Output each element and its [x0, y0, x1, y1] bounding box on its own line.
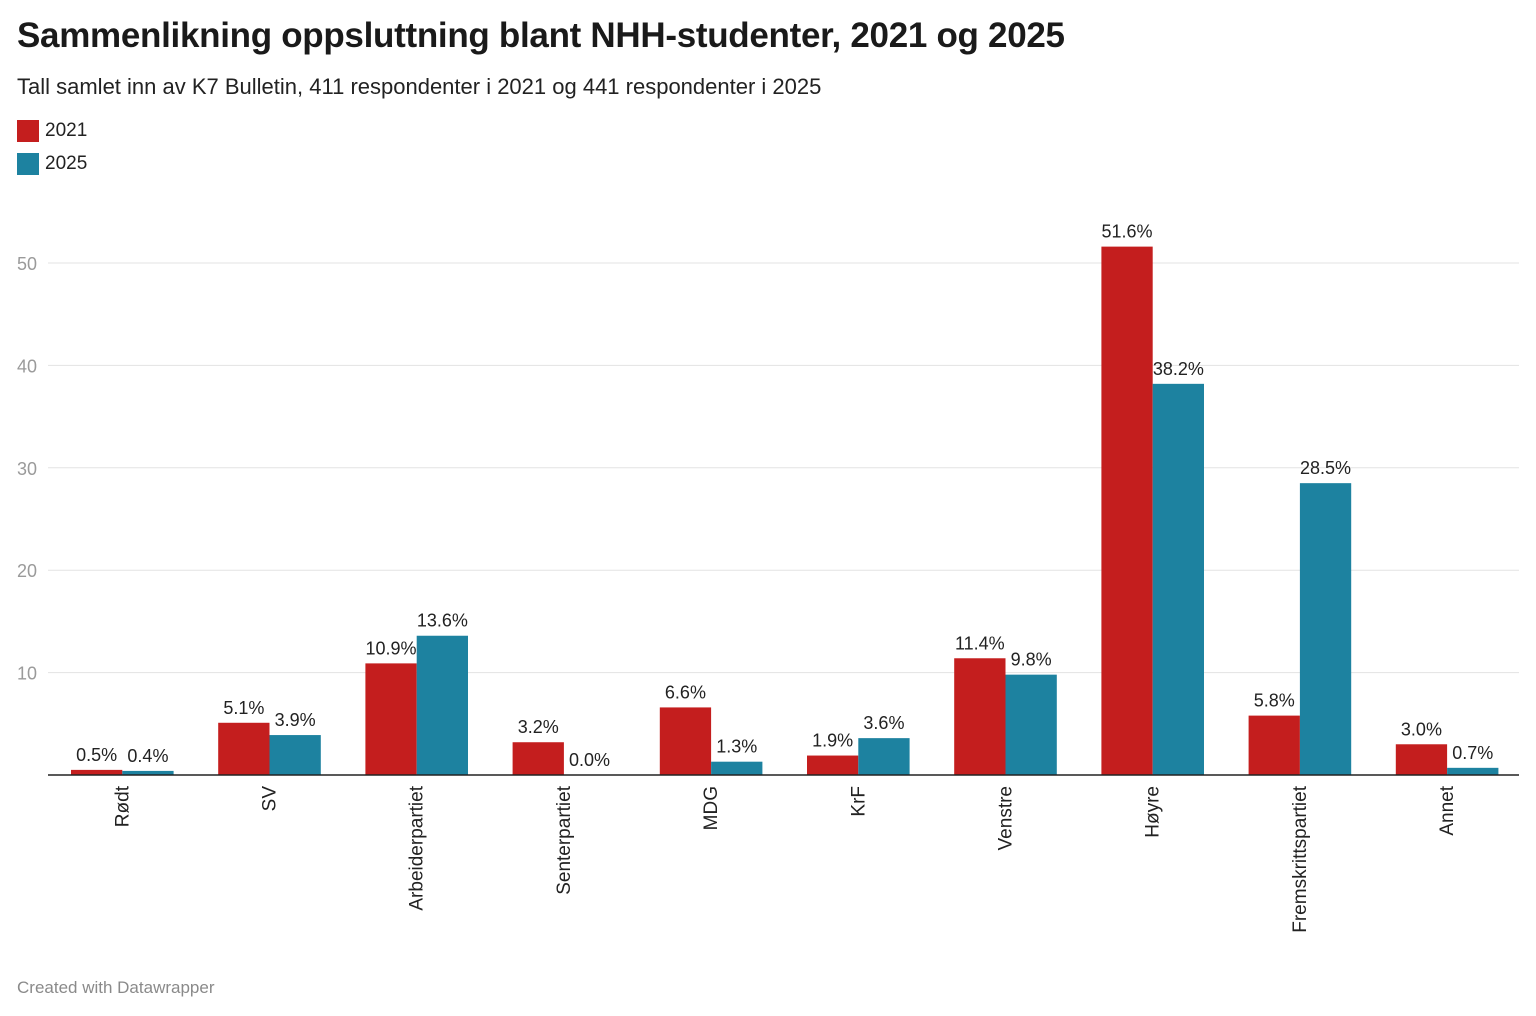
chart-subtitle: Tall samlet inn av K7 Bulletin, 411 resp…: [17, 74, 822, 99]
data-label: 28.5%: [1300, 458, 1351, 478]
bar-2021: [71, 769, 123, 775]
legend-swatch-2025: [17, 153, 39, 175]
legend-label-2021: 2021: [45, 120, 88, 141]
data-label: 13.6%: [417, 611, 468, 631]
data-label: 9.8%: [1011, 650, 1052, 670]
y-tick-label: 30: [17, 459, 37, 479]
x-tick-label: Venstre: [996, 786, 1017, 850]
bar-2021: [365, 663, 417, 775]
legend: 2021 2025: [17, 119, 87, 185]
data-label: 5.8%: [1254, 691, 1295, 711]
bar-2021: [218, 722, 270, 775]
bar-2025: [122, 770, 174, 775]
x-tick-label: MDG: [701, 786, 722, 830]
bar-2025: [711, 761, 763, 775]
bar-2021: [807, 755, 859, 775]
data-label: 1.3%: [716, 737, 757, 757]
bar-2021: [1101, 246, 1153, 776]
legend-swatch-2021: [17, 120, 39, 142]
data-label: 6.6%: [665, 682, 706, 702]
chart-title: Sammenlikning oppsluttning blant NHH-stu…: [17, 16, 1065, 55]
bar-2025: [1447, 767, 1499, 775]
y-tick-label: 40: [17, 356, 37, 376]
data-label: 11.4%: [955, 633, 1005, 653]
x-tick-label: Annet: [1437, 785, 1458, 835]
bar-2025: [269, 735, 321, 775]
data-label: 5.1%: [223, 698, 264, 718]
bar-2025: [416, 635, 468, 775]
bar-2025: [1152, 383, 1204, 775]
bar-2021: [954, 658, 1006, 775]
bar-2025: [858, 738, 910, 775]
data-label: 3.2%: [518, 717, 559, 737]
data-label: 0.5%: [76, 745, 117, 765]
legend-item-2021: 2021: [17, 119, 87, 143]
bar-2021: [1395, 744, 1448, 775]
bar-2021: [512, 742, 564, 775]
footer-credit: Created with Datawrapper: [17, 978, 215, 997]
data-label: 10.9%: [366, 638, 417, 658]
data-label: 51.6%: [1102, 222, 1153, 242]
data-label: 0.7%: [1452, 743, 1493, 763]
data-label: 0.0%: [569, 750, 610, 770]
x-tick-label: Arbeiderpartiet: [407, 785, 428, 910]
data-label: 0.4%: [127, 746, 168, 766]
x-tick-label: Høyre: [1143, 786, 1164, 838]
data-label: 3.9%: [275, 710, 316, 730]
data-label: 3.6%: [863, 713, 904, 733]
x-tick-label: KrF: [848, 786, 869, 817]
x-tick-label: Fremskrittspartiet: [1290, 785, 1311, 932]
data-label: 3.0%: [1401, 719, 1442, 739]
x-tick-label: SV: [260, 786, 281, 812]
bar-2021: [659, 707, 712, 775]
legend-item-2025: 2025: [17, 152, 87, 176]
bar-2025: [1005, 674, 1057, 775]
bar-2021: [1248, 715, 1300, 775]
y-tick-label: 20: [17, 561, 37, 581]
bar-2025: [1299, 483, 1352, 775]
data-label: 38.2%: [1153, 359, 1204, 379]
data-label: 1.9%: [812, 731, 853, 751]
y-tick-label: 50: [17, 254, 37, 274]
x-tick-label: Rødt: [112, 785, 133, 827]
legend-label-2025: 2025: [45, 153, 88, 174]
x-tick-label: Senterpartiet: [554, 785, 575, 895]
y-tick-label: 10: [17, 664, 37, 684]
